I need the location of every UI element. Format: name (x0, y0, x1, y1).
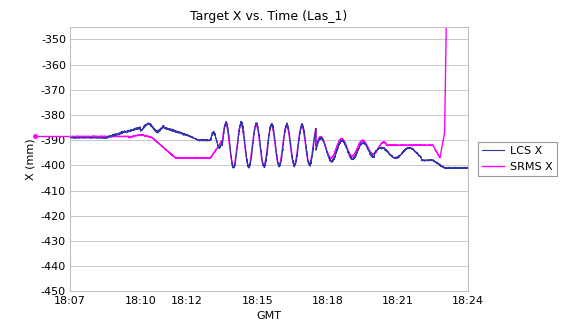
LCS X (223, 119, 230, 123)
X-axis label: GMT: GMT (257, 311, 281, 321)
LCS X (219, 140, 226, 144)
SRMS X (219, 137, 226, 141)
LCS X (236, 124, 243, 128)
Y-axis label: X (mm): X (mm) (25, 138, 35, 180)
LCS X (414, 152, 421, 156)
SRMS X (414, 143, 421, 147)
SRMS X (136, 133, 143, 137)
LCS X (136, 127, 143, 131)
SRMS X (236, 124, 243, 128)
SRMS X (67, 134, 74, 138)
SRMS X (230, 165, 237, 169)
Line: LCS X: LCS X (70, 121, 468, 169)
Title: Target X vs. Time (Las_1): Target X vs. Time (Las_1) (191, 10, 347, 23)
LCS X (449, 166, 456, 171)
Line: SRMS X: SRMS X (70, 0, 468, 167)
LCS X (457, 166, 464, 171)
Legend: LCS X, SRMS X: LCS X, SRMS X (477, 142, 557, 176)
LCS X (112, 133, 119, 137)
LCS X (464, 165, 472, 170)
SRMS X (112, 135, 119, 139)
LCS X (67, 136, 74, 140)
